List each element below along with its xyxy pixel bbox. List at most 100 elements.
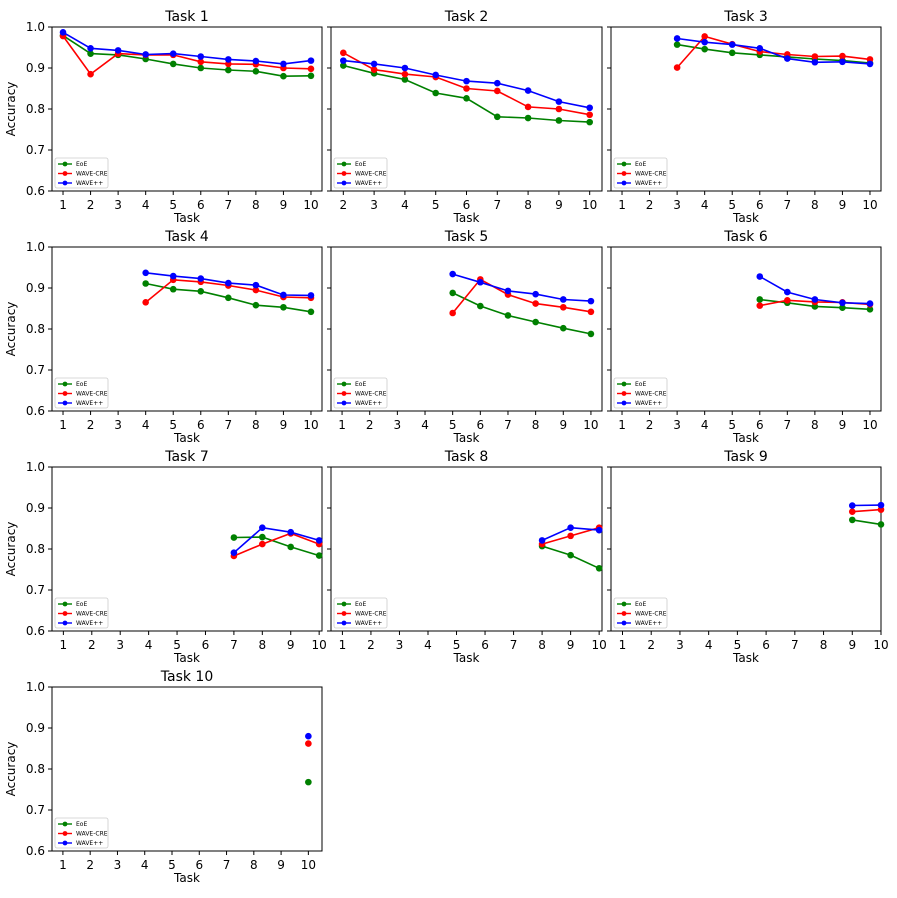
data-point (142, 51, 149, 58)
data-point (756, 302, 764, 309)
chart-panel: Task 7 1 2 3 4 5 6 7 8 9 10 0.6 0.7 0.8 0.9 1.0 Task Accu… (4, 449, 327, 665)
x-tick-label: 8 (524, 198, 532, 212)
chart-title: Task 2 (444, 9, 489, 25)
series-wave- (59, 29, 315, 68)
legend-marker (621, 400, 627, 406)
legend-marker (62, 831, 68, 836)
data-point (197, 64, 205, 72)
x-tick-label: 3 (673, 418, 681, 432)
x-tick-label: 9 (839, 418, 847, 432)
x-tick-label: 4 (701, 418, 709, 432)
data-point (839, 58, 846, 66)
data-point (524, 87, 532, 94)
x-tick-label: 4 (705, 638, 713, 652)
legend-marker (62, 400, 68, 406)
x-tick-label: 7 (504, 418, 512, 432)
data-point (225, 60, 232, 68)
legend-label: WAVE++ (635, 400, 662, 407)
x-tick-label: 8 (811, 198, 819, 212)
y-axis-label: Accuracy (4, 742, 18, 797)
x-tick-label: 1 (338, 418, 346, 432)
data-point (307, 72, 315, 80)
data-point (169, 50, 177, 57)
legend-box (333, 377, 388, 409)
x-tick-label: 7 (225, 418, 233, 432)
legend-marker (62, 171, 68, 176)
data-point (538, 537, 546, 544)
x-tick-label: 8 (820, 638, 828, 652)
data-point (252, 286, 260, 294)
data-point (586, 111, 593, 119)
x-tick-label: 10 (301, 858, 316, 872)
x-tick-label: 1 (59, 418, 67, 432)
legend-label: WAVE++ (355, 620, 382, 627)
series-line (676, 37, 871, 65)
x-tick-label: 1 (60, 638, 68, 652)
data-point (756, 296, 764, 303)
chart-panel: Task 9 1 2 3 4 5 6 7 8 9 10 Task EoE WAVE-CRE WAVE++ (607, 449, 889, 665)
x-tick-label: 9 (280, 198, 288, 212)
data-point (673, 41, 681, 48)
data-point (287, 528, 295, 536)
x-tick-label: 2 (646, 198, 654, 212)
data-point (432, 89, 440, 97)
data-point (449, 309, 456, 317)
data-point (848, 502, 856, 509)
series-wave- (142, 269, 315, 299)
x-tick-label: 3 (673, 198, 681, 212)
legend-marker (621, 161, 627, 167)
chart-panel: Task 5 1 2 3 4 5 6 7 8 9 10 Task EoE WAVE-CRE WAVE++ (327, 229, 603, 445)
chart-title: Task 10 (160, 669, 213, 685)
x-axis-label: Task (732, 211, 759, 225)
legend-label: EoE (635, 601, 646, 608)
x-tick-label: 10 (873, 638, 888, 652)
legend-label: WAVE-CRE (355, 611, 387, 618)
x-tick-label: 2 (87, 418, 95, 432)
y-tick-label: 0.7 (26, 803, 45, 817)
x-tick-label: 9 (848, 638, 856, 652)
data-point (340, 57, 347, 64)
series-wave- (340, 57, 593, 112)
data-point (567, 532, 574, 540)
data-point (142, 280, 149, 287)
data-point (756, 273, 764, 280)
data-point (586, 104, 593, 112)
x-tick-label: 1 (618, 418, 626, 432)
data-point (532, 318, 539, 326)
legend-marker (62, 391, 68, 396)
legend: EoE WAVE-CRE WAVE++ (613, 377, 668, 409)
legend-marker (621, 611, 627, 616)
series-eoe (59, 32, 315, 80)
series-line (62, 31, 312, 65)
x-tick-label: 3 (676, 638, 684, 652)
x-tick-label: 5 (169, 198, 177, 212)
legend-marker (341, 391, 347, 396)
data-point (87, 70, 94, 78)
series-line (452, 278, 592, 314)
x-tick-label: 10 (303, 418, 318, 432)
series-eoe (230, 533, 323, 559)
data-point (252, 67, 260, 75)
data-point (315, 552, 323, 559)
x-tick-label: 8 (252, 418, 260, 432)
series-wave-cre (230, 530, 323, 560)
legend-marker (621, 180, 627, 186)
series-line (452, 292, 592, 335)
x-tick-label: 1 (619, 638, 627, 652)
legend-box (333, 157, 388, 189)
data-point (280, 72, 287, 80)
legend-label: EoE (76, 821, 87, 828)
data-point (169, 285, 177, 293)
data-point (877, 506, 885, 513)
x-tick-label: 5 (432, 198, 440, 212)
y-tick-label: 0.8 (26, 102, 45, 116)
legend-label: EoE (76, 381, 87, 388)
x-axis-label: Task (173, 211, 200, 225)
x-tick-label: 10 (592, 638, 607, 652)
data-point (142, 269, 149, 277)
x-axis-label: Task (173, 651, 200, 665)
data-point (673, 64, 681, 71)
data-point (463, 85, 470, 92)
data-point (839, 304, 846, 311)
data-point (307, 292, 315, 299)
